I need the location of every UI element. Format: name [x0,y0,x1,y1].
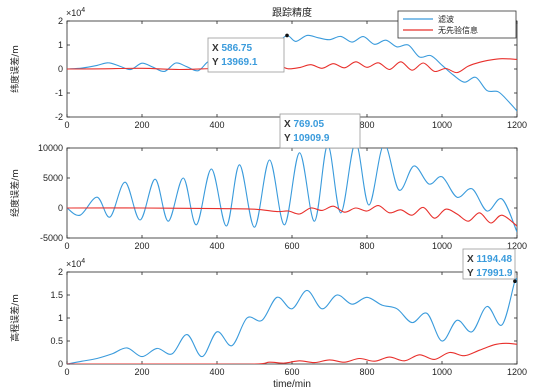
y-tick-label: 1 [58,40,63,50]
datatip-box [207,37,285,73]
x-tick-label: 0 [64,241,69,251]
y-axis-label: 高程误差/m [9,294,21,342]
legend-box [397,10,517,39]
y-tick-label: 2 [58,267,63,277]
x-tick-label: 1200 [507,120,527,130]
y-tick-label: 0.5 [50,336,63,346]
y-tick-label: -2 [55,112,63,122]
x-tick-label: 800 [359,241,374,251]
datatip-marker [285,33,289,38]
y-tick-label: 2 [58,16,63,26]
x-tick-label: 400 [209,120,224,130]
x-tick-label: 200 [134,367,149,377]
y-exponent-label: ×104 [66,7,85,18]
datatip-box [279,113,361,149]
plot-area [66,271,518,365]
legend-entry: 无先验信息 [438,25,478,35]
x-tick-label: 400 [209,367,224,377]
x-tick-label: 200 [134,241,149,251]
x-tick-label: 800 [359,367,374,377]
chart-title: 跟踪精度 [272,6,312,19]
y-axis-label: 经度误差/m [9,169,21,217]
datatip-box [462,248,516,280]
x-tick-label: 400 [209,241,224,251]
x-tick-label: 1200 [507,241,527,251]
x-tick-label: 1200 [507,367,527,377]
y-exponent-label: ×104 [66,258,85,269]
datatip-x: X 769.05 [284,119,324,130]
series-line-filter [67,148,517,233]
x-tick-label: 600 [284,367,299,377]
x-tick-label: 0 [64,367,69,377]
datatip-y: Y 17991.9 [467,268,513,279]
x-axis-label: time/min [273,379,311,390]
legend-entry: 滤波 [438,14,454,24]
y-tick-label: 0 [58,359,63,369]
x-tick-label: 800 [359,120,374,130]
y-tick-label: -5000 [40,233,63,243]
series-line-no-prior [67,205,517,227]
chart-panel-1: 020040060080010001200-2-1012×104纬度误差/m跟踪… [9,6,527,130]
y-tick-label: 10000 [38,143,63,153]
x-tick-label: 600 [284,241,299,251]
y-tick-label: 1.5 [50,290,63,300]
chart-panel-3: 0 200 400 600 800 1000 1200 0 0.5 1 1.5 2×104 高程误差/m… [9,248,527,390]
datatip-y: Y 10909.9 [284,133,330,144]
y-axis-label: 纬度误差/m [9,45,21,93]
series-line-no-prior [67,342,517,364]
chart-panel-2: 0 200 400 600 800 1000 1200-50000500010000经度误差… [9,113,527,251]
x-tick-label: 1000 [432,367,452,377]
y-tick-label: -1 [55,88,63,98]
datatip-x: X 1194.48 [467,254,512,265]
x-tick-label: 1000 [432,241,452,251]
x-tick-label: 200 [134,120,149,130]
y-tick-label: 0 [58,64,63,74]
series-line-filter [67,278,517,364]
y-tick-label: 1 [58,313,63,323]
x-tick-label: 1000 [432,120,452,130]
datatip-x: X 586.75 [212,43,252,54]
datatip-y: Y 13969.1 [212,57,258,68]
y-tick-label: 0 [58,203,63,213]
y-tick-label: 5000 [43,173,63,183]
datatip-marker [513,279,517,284]
x-tick-label: 0 [64,120,69,130]
plot-area [66,147,518,239]
